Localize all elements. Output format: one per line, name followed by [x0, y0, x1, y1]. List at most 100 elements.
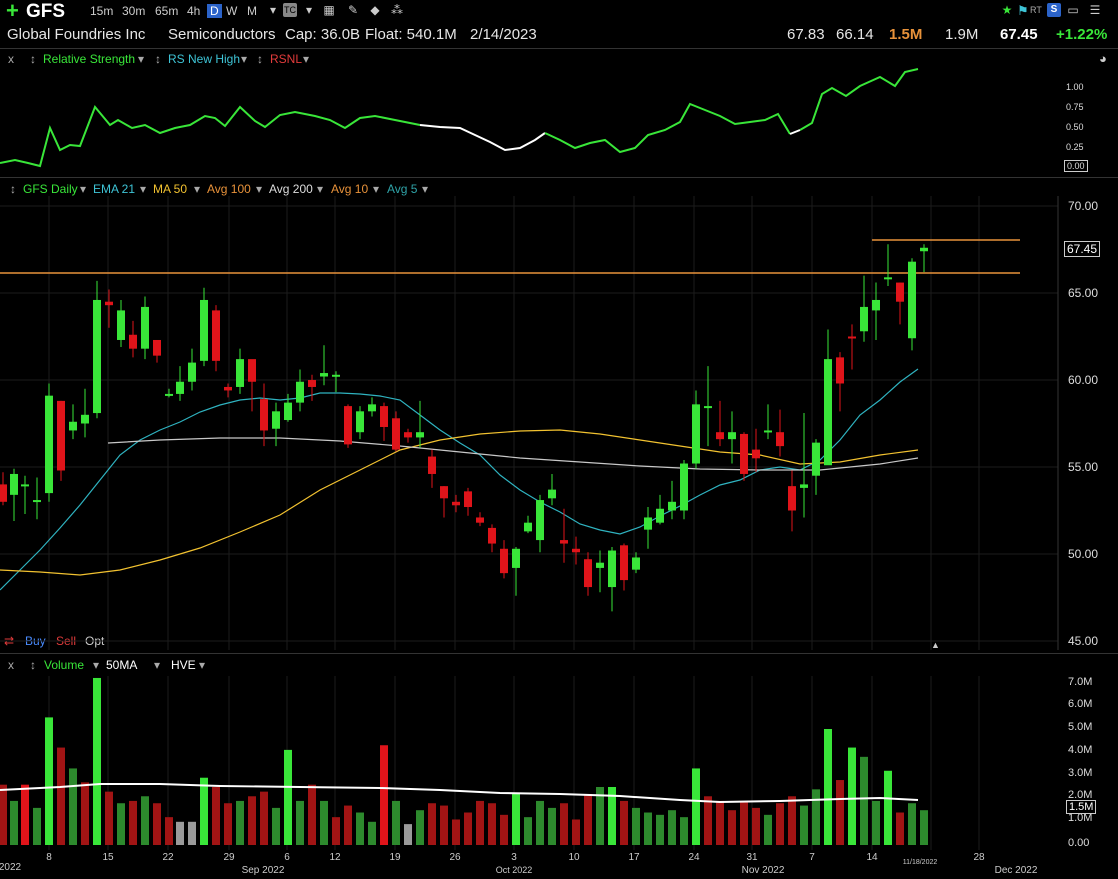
- move-icon[interactable]: ↕: [155, 52, 161, 66]
- candle-body: [224, 386, 232, 391]
- ema21-label[interactable]: EMA 21: [93, 182, 136, 196]
- menu-icon[interactable]: ☰: [1089, 3, 1101, 17]
- volume-label[interactable]: Volume: [44, 658, 85, 672]
- timeframe-65m[interactable]: 65m: [155, 4, 179, 18]
- candle: [141, 296, 149, 360]
- volume-bar: [536, 800, 544, 845]
- candle-body: [908, 261, 916, 339]
- timeframe-monthly[interactable]: M: [247, 4, 257, 18]
- chevron-down-icon[interactable]: ▾: [373, 182, 380, 196]
- volume-bar: [212, 787, 220, 845]
- timeframe-weekly[interactable]: W: [226, 4, 238, 18]
- symbol-title[interactable]: GFS: [26, 1, 66, 22]
- volume-bar: [524, 817, 532, 845]
- day-volume: 1.5M: [889, 26, 923, 43]
- volume-bar: [860, 756, 868, 845]
- chevron-down-icon[interactable]: ▾: [93, 658, 100, 672]
- candle: [800, 413, 808, 518]
- volume-bar: [260, 791, 268, 845]
- avg10-label[interactable]: Avg 10: [331, 182, 369, 196]
- chevron-down-icon[interactable]: ▾: [154, 658, 161, 672]
- volume-bar: [596, 787, 604, 845]
- timeframe-4h[interactable]: 4h: [187, 4, 201, 18]
- window-minimize-icon[interactable]: ▭: [1067, 3, 1079, 17]
- share-icon[interactable]: ⁂: [391, 3, 403, 17]
- candle: [224, 383, 232, 398]
- chevron-down-icon[interactable]: ▾: [256, 182, 263, 196]
- avg200-label[interactable]: Avg 200: [269, 182, 313, 196]
- candle: [308, 374, 316, 401]
- candle: [69, 404, 77, 440]
- avg100-label[interactable]: Avg 100: [207, 182, 251, 196]
- color-palette-icon[interactable]: ◕: [1099, 51, 1107, 66]
- volume-bar: [488, 803, 496, 845]
- ma50-label[interactable]: MA 50: [153, 182, 188, 196]
- dropdown-icon[interactable]: ▾: [269, 3, 277, 17]
- s-badge[interactable]: S: [1047, 3, 1061, 17]
- move-icon[interactable]: ↕: [257, 52, 263, 66]
- candle: [608, 547, 616, 612]
- rs-new-high-label[interactable]: RS New High: [168, 52, 241, 66]
- timeframe-30m[interactable]: 30m: [122, 4, 146, 18]
- volume-bar: [224, 803, 232, 845]
- volume-bar: [428, 803, 436, 845]
- volume-bar: [93, 677, 101, 845]
- moving-average-lines: [0, 368, 919, 591]
- chevron-down-icon[interactable]: ▾: [241, 52, 248, 66]
- price-axis-label: 60.00: [1068, 373, 1099, 387]
- hve-label[interactable]: HVE: [171, 658, 196, 672]
- candle-body: [836, 357, 844, 384]
- candle: [248, 359, 256, 412]
- volume-bar: [21, 784, 29, 845]
- chevron-down-icon[interactable]: ▾: [194, 182, 201, 196]
- chevron-down-icon[interactable]: ▾: [80, 182, 87, 196]
- volume-bar: [272, 807, 280, 845]
- chevron-down-icon[interactable]: ▾: [140, 182, 147, 196]
- chart-settings-icon[interactable]: ▾: [305, 3, 313, 17]
- sector-name: Semiconductors: [168, 26, 276, 43]
- volume-close-button[interactable]: x: [8, 658, 14, 672]
- volume-bar: [920, 810, 928, 845]
- scroll-up-icon[interactable]: ▲: [931, 640, 940, 650]
- rsnl-label[interactable]: RSNL: [270, 52, 303, 66]
- resistance-lines: [0, 239, 1020, 274]
- move-icon[interactable]: ↕: [30, 658, 36, 672]
- chevron-down-icon[interactable]: ▾: [138, 52, 145, 66]
- add-symbol-icon[interactable]: +: [6, 0, 19, 23]
- candle-body: [356, 411, 364, 433]
- favorite-star-icon[interactable]: ★: [1001, 3, 1013, 17]
- chevron-down-icon[interactable]: ▾: [317, 182, 324, 196]
- avg5-label[interactable]: Avg 5: [387, 182, 418, 196]
- chevron-down-icon[interactable]: ▾: [199, 658, 206, 672]
- candle-body: [404, 432, 412, 438]
- volume-bar: [872, 800, 880, 845]
- last-price: 67.45: [1000, 26, 1038, 43]
- rs-close-button[interactable]: x: [8, 52, 14, 66]
- timeframe-15m[interactable]: 15m: [90, 4, 114, 18]
- volume-axis-label: 0.00: [1068, 837, 1090, 849]
- candle-body: [320, 373, 328, 377]
- tools-icon[interactable]: TC: [283, 3, 297, 17]
- candle-body: [105, 301, 113, 306]
- timeframe-daily[interactable]: D: [207, 4, 222, 18]
- draw-icon[interactable]: ✎: [347, 3, 359, 17]
- rs-label[interactable]: Relative Strength: [43, 52, 136, 66]
- move-icon[interactable]: ↕: [10, 182, 16, 196]
- flag-icon[interactable]: ⚑: [1017, 3, 1029, 18]
- price-study-label[interactable]: GFS Daily: [23, 182, 78, 196]
- volume-bar: [176, 821, 184, 845]
- move-icon[interactable]: ↕: [30, 52, 36, 66]
- chevron-down-icon[interactable]: ▾: [303, 52, 310, 66]
- candle-body: [860, 306, 868, 332]
- tag-icon[interactable]: ◆: [370, 3, 380, 17]
- chevron-down-icon[interactable]: ▾: [422, 182, 429, 196]
- volume-bar: [296, 800, 304, 845]
- volume-ma-label[interactable]: 50MA: [106, 658, 138, 672]
- volume-bar: [165, 817, 173, 845]
- grid-icon[interactable]: ▦: [323, 3, 335, 17]
- candle: [356, 406, 364, 440]
- candle: [584, 552, 592, 596]
- candle: [440, 486, 448, 518]
- candle: [500, 540, 508, 579]
